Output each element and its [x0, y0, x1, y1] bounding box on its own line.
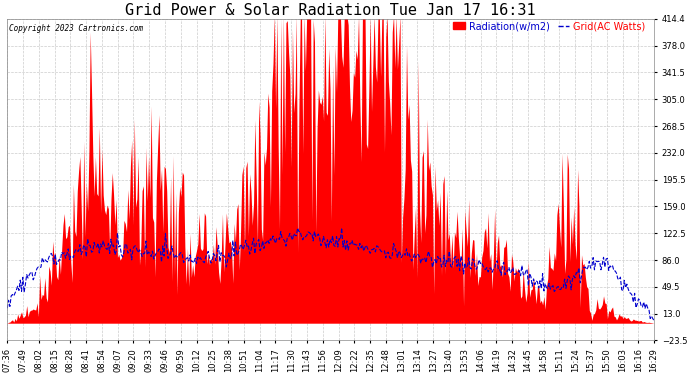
Legend: Radiation(w/m2), Grid(AC Watts): Radiation(w/m2), Grid(AC Watts): [449, 17, 649, 35]
Text: Copyright 2023 Cartronics.com: Copyright 2023 Cartronics.com: [8, 24, 143, 33]
Title: Grid Power & Solar Radiation Tue Jan 17 16:31: Grid Power & Solar Radiation Tue Jan 17 …: [126, 3, 536, 18]
